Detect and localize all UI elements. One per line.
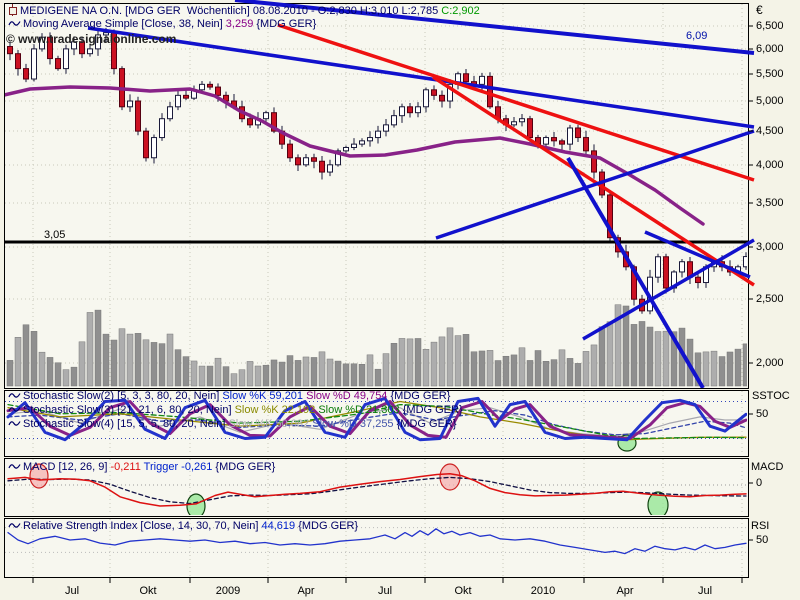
- legend-text: Moving Average Simple [Close, 38, Nein]: [23, 18, 226, 30]
- price-tick-label: 5,000: [756, 95, 784, 107]
- legend-text: Stochastic Slow(2) [5, 3, 3, 80, 20, Nei…: [23, 390, 223, 402]
- instrument-icon: [8, 4, 17, 16]
- price-tick-label: 5,500: [756, 68, 784, 80]
- legend-stoch4[interactable]: Stochastic Slow(4) [15, 5, 5, 80, 20, Ne…: [8, 418, 457, 430]
- support-level-label: 3,05: [44, 229, 66, 241]
- time-tick-label: Jul: [377, 585, 393, 597]
- time-tick-label: Apr: [616, 585, 634, 597]
- legend-text: C:2,902: [441, 5, 480, 17]
- legend-text: {MDG GER}: [399, 404, 463, 416]
- legend-text: Trigger -0,261: [140, 461, 213, 473]
- price-tick-label: 4,000: [756, 159, 784, 171]
- resistance-level-label: 6,09: [686, 30, 708, 42]
- price-tick-label: 6,500: [756, 20, 784, 32]
- legend-rsi[interactable]: Relative Strength Index [Close, 14, 30, …: [8, 520, 358, 532]
- legend-text: Slow %K 22,192: [234, 404, 316, 416]
- legend-text: Slow %D 37,255: [309, 418, 394, 430]
- macd-axis-label: MACD: [751, 461, 784, 473]
- legend-text: MEDIGENE NA O.N. [MDG GER Wöchentlich] 0…: [20, 5, 442, 17]
- legend-text: {MDG GER}: [253, 18, 317, 30]
- indicator-wave-icon: [8, 407, 21, 412]
- stoch-axis-label: SSTOC: [752, 390, 790, 402]
- legend-text: {MDG GER}: [212, 461, 276, 473]
- legend-stoch2[interactable]: Stochastic Slow(2) [5, 3, 3, 80, 20, Nei…: [8, 390, 450, 402]
- legend-text: MACD [12, 26, 9]: [23, 461, 111, 473]
- price-tick-label: 2,500: [756, 293, 784, 305]
- legend-text: -0,211: [110, 461, 141, 473]
- legend-text: Slow %D 49,754: [303, 390, 388, 402]
- legend-text: {MDG GER}: [393, 418, 457, 430]
- time-tick-label: Okt: [139, 585, 157, 597]
- macd-mid-tick-label: 0: [756, 477, 763, 489]
- time-tick-label: 2009: [215, 585, 241, 597]
- stoch-mid-tick-label: 50: [756, 408, 769, 420]
- indicator-wave-icon: [8, 523, 21, 528]
- watermark: © www.tradesignalonline.com: [6, 32, 177, 46]
- indicator-wave-icon: [8, 393, 21, 398]
- price-tick-label: 4,500: [756, 125, 784, 137]
- rsi-mid-tick-label: 50: [756, 534, 769, 546]
- indicator-wave-icon: [8, 464, 21, 469]
- rsi-axis-label: RSI: [751, 520, 770, 532]
- legend-text: Slow %K 50,082: [228, 418, 310, 430]
- time-tick-label: Apr: [297, 585, 315, 597]
- price-tick-label: 2,000: [756, 357, 784, 369]
- legend-text: Stochastic Slow(3) [21, 21, 6, 80, 20, N…: [23, 404, 235, 416]
- price-tick-label: 6,000: [756, 43, 784, 55]
- legend-text: {MDG GER}: [295, 520, 359, 532]
- indicator-wave-icon: [8, 421, 21, 426]
- legend-ma[interactable]: Moving Average Simple [Close, 38, Nein] …: [8, 18, 316, 30]
- legend-text: Stochastic Slow(4) [15, 5, 5, 80, 20, Ne…: [23, 418, 229, 430]
- legend-title[interactable]: MEDIGENE NA O.N. [MDG GER Wöchentlich] 0…: [8, 4, 480, 17]
- price-tick-label: 3,000: [756, 241, 784, 253]
- legend-macd[interactable]: MACD [12, 26, 9] -0,211 Trigger -0,261 {…: [8, 461, 275, 473]
- time-tick-label: Jul: [697, 585, 713, 597]
- legend-text: Relative Strength Index [Close, 14, 30, …: [23, 520, 262, 532]
- legend-text: 44,619: [261, 520, 296, 532]
- price-tick-label: 3,500: [756, 197, 784, 209]
- time-tick-label: 2010: [530, 585, 556, 597]
- time-tick-label: Jul: [64, 585, 80, 597]
- legend-text: Slow %D 21,303: [315, 404, 400, 416]
- legend-text: {MDG GER}: [387, 390, 451, 402]
- legend-stoch3[interactable]: Stochastic Slow(3) [21, 21, 6, 80, 20, N…: [8, 404, 463, 416]
- currency-label: €: [756, 3, 763, 17]
- time-tick-label: Okt: [454, 585, 472, 597]
- indicator-wave-icon: [8, 21, 21, 26]
- legend-text: 3,259: [225, 18, 254, 30]
- legend-text: Slow %K 59,201: [222, 390, 304, 402]
